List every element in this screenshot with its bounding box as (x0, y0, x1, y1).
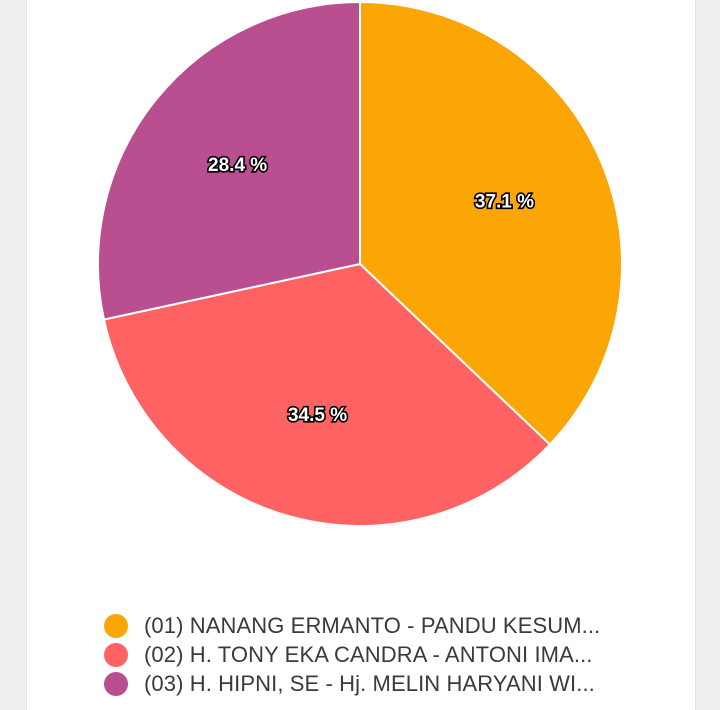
legend-label-02: (02) H. TONY EKA CANDRA - ANTONI IMA... (144, 641, 593, 667)
slice-value-label-03: 28.4 % (208, 155, 267, 176)
legend-label-01: (01) NANANG ERMANTO - PANDU KESUM... (144, 612, 601, 638)
pie-slice-03[interactable] (97, 0, 361, 321)
legend-item-03[interactable]: (03) H. HIPNI, SE - Hj. MELIN HARYANI WI… (104, 669, 644, 698)
pie-slice-01[interactable] (359, 0, 623, 446)
chart-legend: (01) NANANG ERMANTO - PANDU KESUM... (02… (104, 611, 644, 698)
legend-swatch-01 (104, 613, 128, 638)
legend-item-01[interactable]: (01) NANANG ERMANTO - PANDU KESUM... (104, 611, 644, 640)
pie-slices (97, 0, 623, 527)
legend-swatch-02 (104, 642, 128, 667)
legend-swatch-03 (104, 671, 128, 696)
slice-value-label-01: 37.1 % (475, 192, 534, 213)
pie-labels: 37.1 % 34.5 % 28.4 % (206, 153, 535, 427)
legend-label-03: (03) H. HIPNI, SE - Hj. MELIN HARYANI WI… (144, 670, 595, 696)
slice-value-label-02: 34.5 % (288, 405, 347, 426)
legend-item-02[interactable]: (02) H. TONY EKA CANDRA - ANTONI IMA... (104, 640, 644, 669)
pie-slice-02[interactable] (102, 262, 552, 527)
pie-chart: 37.1 % 34.5 % 28.4 % (97, 0, 623, 527)
